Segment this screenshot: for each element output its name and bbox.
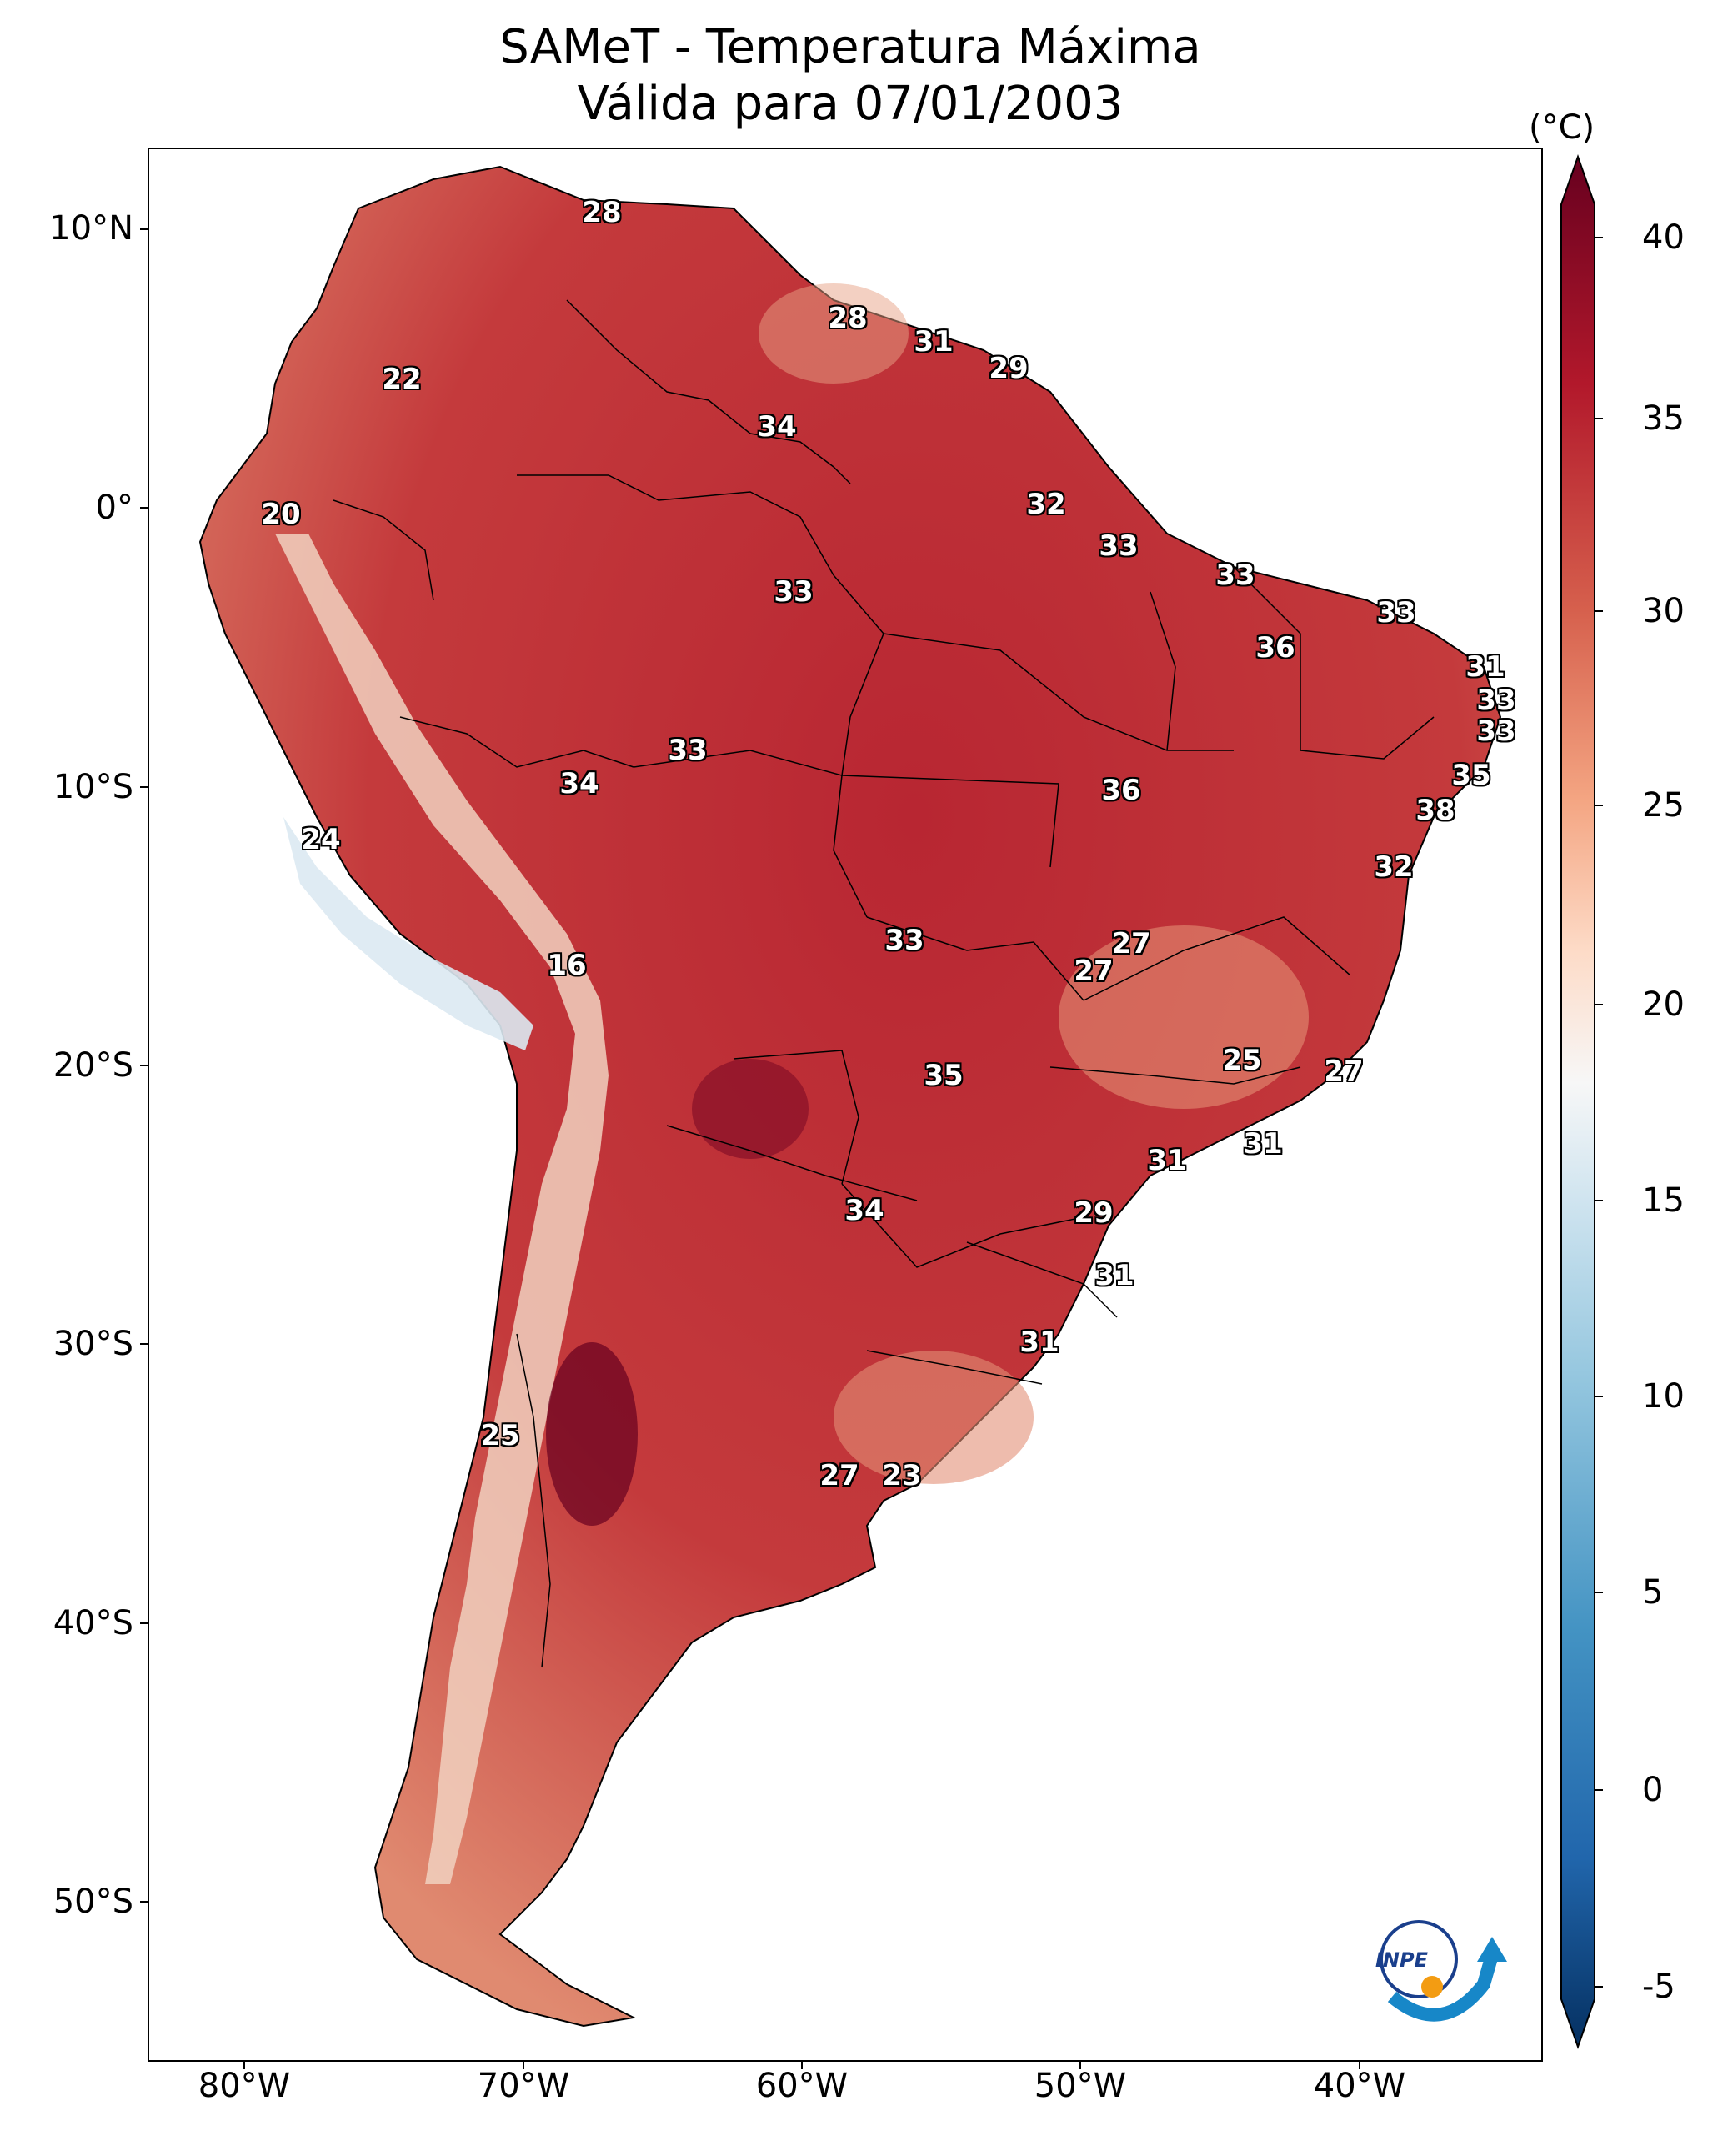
andes-cold-core (283, 817, 533, 1050)
temp-label: 33 (774, 575, 814, 609)
inpe-logo-text: INPE (1375, 1948, 1428, 1972)
temp-label: 36 (1255, 631, 1295, 664)
temp-label: 33 (1476, 684, 1516, 717)
lon-tick-label: 70°W (477, 2067, 570, 2105)
temp-label: 33 (1476, 714, 1516, 748)
colorbar-tick-label: 0 (1642, 1771, 1664, 1809)
colorbar-tick-label: 30 (1642, 592, 1685, 630)
temp-label: 34 (757, 410, 797, 444)
lat-tick-label: 10°S (53, 768, 133, 806)
temp-label: 34 (559, 767, 599, 800)
map-content (198, 165, 1502, 2028)
colorbar-tick-label: 35 (1642, 399, 1685, 438)
colorbar-tick-label: 40 (1642, 218, 1685, 257)
temp-label: 35 (924, 1059, 964, 1092)
temp-label: 28 (828, 302, 868, 335)
temp-label: 27 (1111, 927, 1151, 960)
lat-tick-label: 40°S (53, 1604, 133, 1642)
temp-label: 22 (382, 363, 422, 396)
temp-label: 33 (1376, 596, 1416, 629)
temp-label: 29 (989, 352, 1029, 385)
colorbar-tick-label: 10 (1642, 1377, 1685, 1416)
hot-spot-argentina (546, 1342, 638, 1526)
temp-label: 35 (1451, 759, 1491, 792)
temp-label: 25 (1222, 1044, 1262, 1077)
temp-label: 36 (1101, 774, 1141, 807)
colorbar-tick-label: 5 (1642, 1573, 1664, 1612)
temp-label: 27 (819, 1459, 859, 1492)
temp-label: 32 (1026, 488, 1066, 521)
colorbar-unit: (°C) (1529, 108, 1595, 147)
temp-label: 31 (1465, 650, 1505, 684)
lon-tick-label: 40°W (1313, 2067, 1406, 2105)
warm-southeast-brazil (1059, 925, 1309, 1109)
lon-tick-label: 50°W (1034, 2067, 1127, 2105)
temp-label: 32 (1374, 850, 1414, 884)
andes-cool-band (275, 534, 609, 1884)
temp-label: 20 (261, 498, 301, 531)
border-lines (333, 299, 1435, 1668)
lat-tick-marks (140, 228, 148, 1903)
colorbar (1560, 153, 1603, 2050)
colorbar-tick-label: 20 (1642, 985, 1685, 1024)
lat-tick-label: 50°S (53, 1883, 133, 1921)
colorbar-tick-label: 15 (1642, 1181, 1685, 1220)
inpe-logo: INPE (1359, 1905, 1517, 2030)
lat-tick-label: 20°S (53, 1046, 133, 1085)
warm-northeast-coast (759, 283, 909, 384)
temp-label: 28 (582, 196, 622, 229)
hot-spot-chaco (692, 1059, 809, 1159)
temp-label: 31 (1147, 1144, 1187, 1177)
lon-tick-label: 80°W (198, 2067, 291, 2105)
temp-label: 34 (844, 1194, 884, 1227)
warm-uruguay (834, 1351, 1034, 1484)
colorbar-tick-label: 25 (1642, 786, 1685, 825)
lat-tick-label: 0° (95, 489, 133, 527)
temp-label: 27 (1074, 955, 1114, 988)
temp-label: 27 (1324, 1055, 1364, 1088)
lon-tick-marks (243, 2061, 1360, 2069)
temp-label: 33 (1099, 529, 1139, 563)
temp-label: 29 (1074, 1196, 1114, 1230)
temp-label: 24 (301, 823, 341, 856)
temp-label: 33 (668, 734, 708, 767)
temp-label: 16 (547, 949, 587, 982)
temp-label: 31 (1094, 1259, 1134, 1292)
lat-tick-label: 30°S (53, 1325, 133, 1363)
temp-label: 31 (1243, 1127, 1283, 1161)
lon-tick-label: 60°W (755, 2067, 849, 2105)
map-title: SAMeT - Temperatura Máxima (499, 20, 1201, 74)
temp-label: 25 (480, 1419, 520, 1452)
colorbar-tick-label: -5 (1642, 1968, 1675, 2006)
temp-label: 23 (882, 1459, 922, 1492)
map-subtitle: Válida para 07/01/2003 (577, 77, 1124, 131)
temp-label: 31 (1019, 1326, 1059, 1359)
temp-label: 38 (1415, 794, 1455, 827)
temp-label: 33 (1215, 559, 1255, 592)
inpe-logo-graphic (1380, 1920, 1507, 2022)
lat-tick-label: 10°N (49, 209, 133, 248)
temp-label: 31 (914, 325, 954, 358)
colorbar-tick-marks (1595, 237, 1603, 1988)
temp-label: 33 (884, 924, 924, 957)
